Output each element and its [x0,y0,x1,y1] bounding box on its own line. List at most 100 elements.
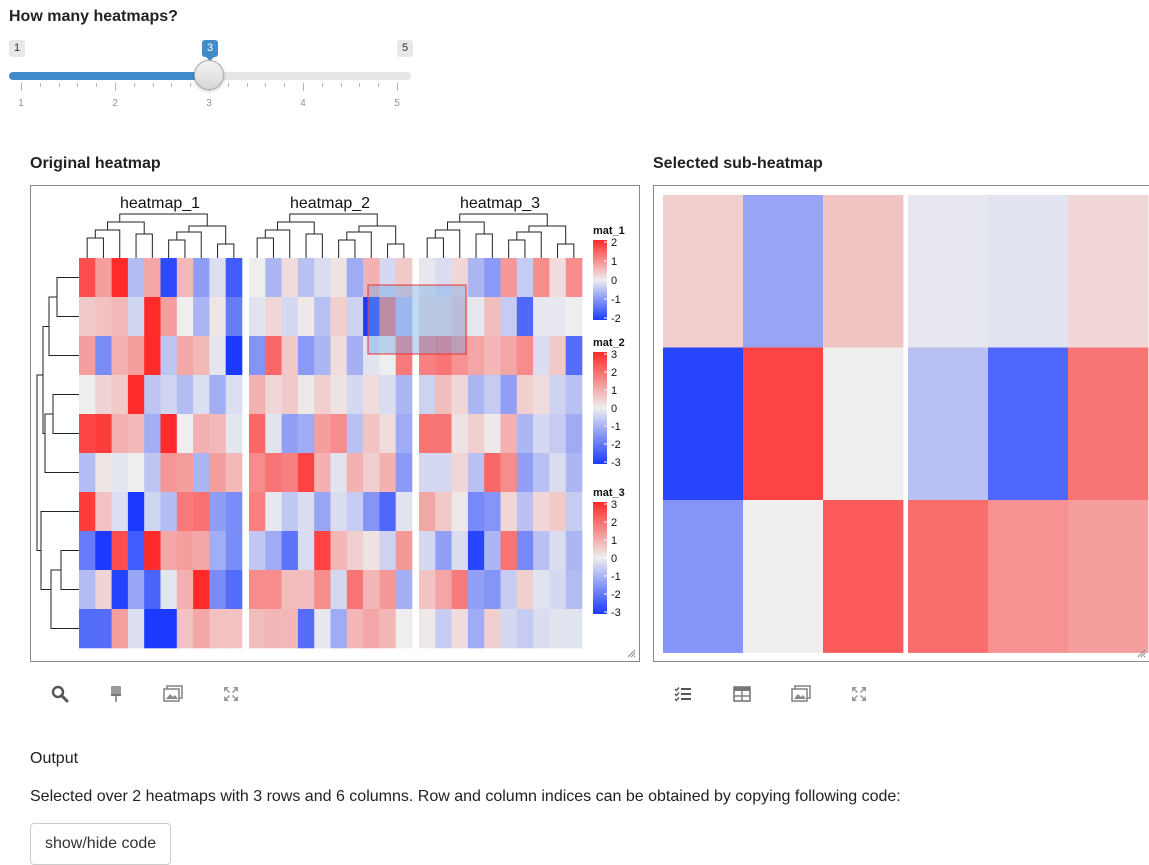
heatmap-cell[interactable] [451,336,469,376]
heatmap-cell[interactable] [193,609,210,649]
expand-icon[interactable] [848,683,870,705]
heatmap-cell[interactable] [160,609,178,649]
heatmap-cell[interactable] [144,570,161,610]
heatmap-cell[interactable] [160,336,178,376]
heatmap-cell[interactable] [533,375,550,415]
heatmap-cell[interactable] [435,336,452,376]
heatmap-cell[interactable] [419,414,436,454]
heatmap-cell[interactable] [265,336,282,376]
heatmap-cell[interactable] [330,258,348,298]
heatmap-cell[interactable] [484,531,501,571]
heatmap-cell[interactable] [435,570,452,610]
heatmap-cell[interactable] [265,414,282,454]
heatmap-cell[interactable] [160,297,178,337]
heatmap-cell[interactable] [451,531,469,571]
heatmap-cell[interactable] [297,336,315,376]
heatmap-cell[interactable] [95,258,112,298]
heatmap-cell[interactable] [379,492,396,532]
heatmap-cell[interactable] [193,492,210,532]
heatmap-cell[interactable] [549,375,566,415]
heatmap-cell[interactable] [435,531,452,571]
heatmap-cell[interactable] [225,297,243,337]
heatmap-cell[interactable] [127,492,145,532]
heatmap-cell[interactable] [451,375,469,415]
heatmap-cell[interactable] [500,297,518,337]
heatmap-cell[interactable] [297,414,315,454]
heatmap-cell[interactable] [346,297,364,337]
heatmap-cell[interactable] [419,492,436,532]
heatmap-cell[interactable] [176,531,194,571]
heatmap-cell[interactable] [314,453,331,493]
heatmap-cell[interactable] [127,297,145,337]
brush-icon[interactable] [105,683,127,705]
heatmap-cell[interactable] [467,531,485,571]
heatmap-cell[interactable] [95,570,112,610]
heatmap-cell[interactable] [435,492,452,532]
heatmap-cell[interactable] [467,258,485,298]
heatmap-cell[interactable] [565,492,583,532]
heatmap-cell[interactable] [297,258,315,298]
heatmap-cell[interactable] [363,336,380,376]
heatmap-cell[interactable] [160,492,178,532]
heatmap-cell[interactable] [500,609,518,649]
heatmap-cell[interactable] [467,570,485,610]
heatmap-cell[interactable] [533,258,550,298]
heatmap-cell[interactable] [516,570,534,610]
heatmap-cell[interactable] [500,453,518,493]
heatmap-cell[interactable] [209,258,226,298]
heatmap-cell[interactable] [225,414,243,454]
heatmap-cell[interactable] [500,336,518,376]
image-download-icon[interactable] [790,683,812,705]
heatmap-cell[interactable] [249,570,266,610]
heatmap-cell[interactable] [467,609,485,649]
heatmap-cell[interactable] [95,453,112,493]
heatmap-cell[interactable] [176,336,194,376]
heatmap-cell[interactable] [160,414,178,454]
heatmap-cell[interactable] [484,570,501,610]
original-heatmap-plot[interactable]: heatmap_1 heatmap_2 heatmap_3 mat_1 2 1 0 -1 -2 m… [30,185,640,662]
heatmap-cell[interactable] [395,258,413,298]
heatmap-cell[interactable] [176,375,194,415]
heatmap-cell[interactable] [79,375,96,415]
heatmap-cell[interactable] [314,414,331,454]
heatmap-cell[interactable] [160,375,178,415]
heatmap-cell[interactable] [79,531,96,571]
heatmap-cell[interactable] [249,258,266,298]
heatmap-cell[interactable] [565,375,583,415]
heatmap-cell[interactable] [330,336,348,376]
heatmap-cell[interactable] [363,414,380,454]
heatmap-cell[interactable] [314,492,331,532]
search-icon[interactable] [49,683,71,705]
heatmap-cell[interactable] [533,336,550,376]
heatmap-cell[interactable] [249,336,266,376]
heatmap-cell[interactable] [533,570,550,610]
heatmap-cell[interactable] [379,258,396,298]
heatmap-cell[interactable] [379,375,396,415]
heatmap-cell[interactable] [467,297,485,337]
heatmap-cell[interactable] [484,258,501,298]
heatmap-cell[interactable] [160,531,178,571]
heatmap-cell[interactable] [144,375,161,415]
heatmap-cell[interactable] [297,297,315,337]
heatmap-cell[interactable] [209,375,226,415]
heatmap-cell[interactable] [265,297,282,337]
heatmap-cell[interactable] [281,375,299,415]
heatmap-cell[interactable] [79,297,96,337]
heatmap-cell[interactable] [549,414,566,454]
heatmap-cell[interactable] [225,570,243,610]
heatmap-cell[interactable] [484,375,501,415]
heatmap-cell[interactable] [549,453,566,493]
heatmap-cell[interactable] [314,570,331,610]
heatmap-cell[interactable] [193,453,210,493]
heatmap-cell[interactable] [395,375,413,415]
heatmap-cell[interactable] [144,297,161,337]
heatmap-cell[interactable] [435,297,452,337]
selection-brush[interactable] [367,284,467,355]
heatmap-cell[interactable] [265,453,282,493]
heatmap-cell[interactable] [249,375,266,415]
heatmap-cell[interactable] [95,297,112,337]
heatmap-cell[interactable] [516,492,534,532]
heatmap-cell[interactable] [533,453,550,493]
heatmap-cell[interactable] [297,492,315,532]
heatmap-cell[interactable] [127,453,145,493]
